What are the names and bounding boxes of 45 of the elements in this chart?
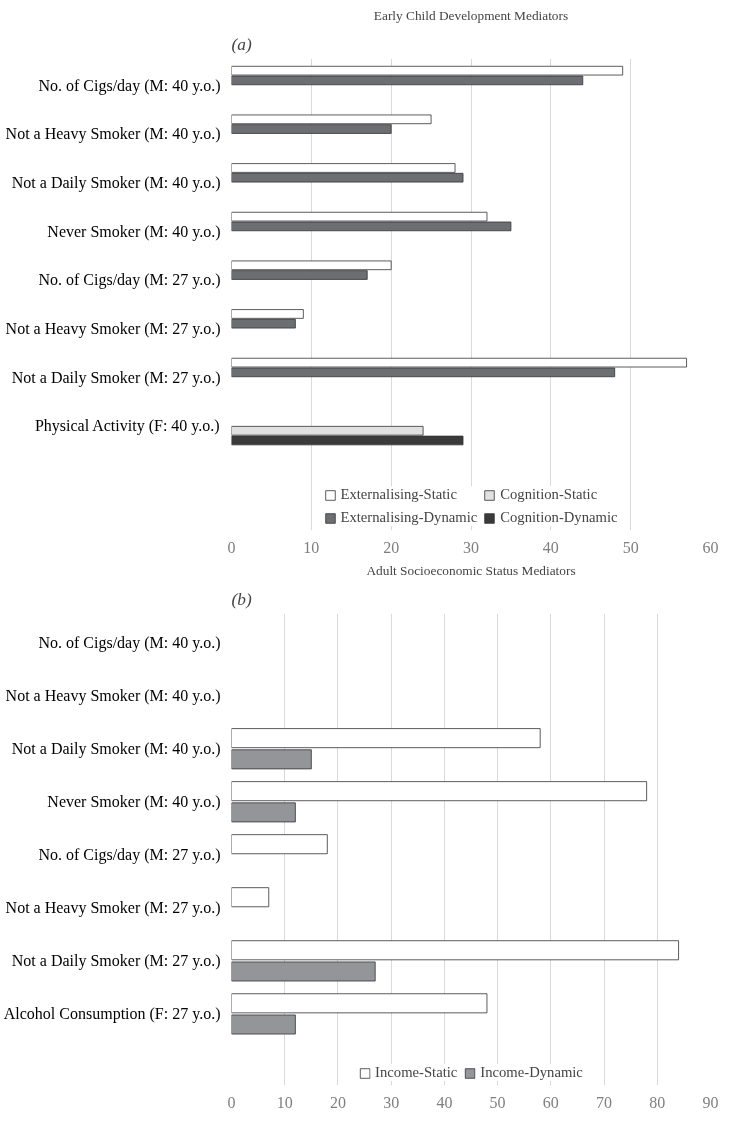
bar	[231, 834, 328, 855]
y-tick-label: Not a Daily Smoker (M: 40 y.o.)	[11, 174, 221, 193]
y-tick-label: Never Smoker (M: 40 y.o.)	[47, 793, 221, 812]
y-tick-label: No. of Cigs/day (M: 27 y.o.)	[38, 846, 221, 865]
y-tick-label: No. of Cigs/day (M: 40 y.o.)	[38, 76, 221, 95]
x-tick-label: 10	[303, 538, 320, 556]
chart-title: Early Child Development Mediators	[373, 7, 569, 23]
y-tick-label: No. of Cigs/day (M: 27 y.o.)	[38, 271, 221, 290]
x-tick-label: 20	[329, 1093, 346, 1111]
x-tick-label: 20	[383, 538, 400, 556]
legend-label: Externalising-Static	[340, 486, 457, 503]
x-tick-label: 60	[702, 538, 719, 556]
text: (b)	[231, 589, 252, 609]
y-tick-label: Not a Daily Smoker (M: 27 y.o.)	[11, 952, 221, 971]
text: (a)	[231, 34, 252, 54]
x-tick-label: 40	[542, 538, 559, 556]
x-tick-label: 10	[276, 1093, 293, 1111]
x-tick-label: 0	[227, 538, 236, 556]
y-tick-label: Never Smoker (M: 40 y.o.)	[47, 222, 221, 241]
x-tick-label: 90	[702, 1093, 719, 1111]
x-tick-label: 60	[542, 1093, 559, 1111]
y-tick-label: No. of Cigs/day (M: 40 y.o.)	[38, 634, 221, 653]
x-tick-label: 30	[463, 538, 479, 556]
y-tick-label: Alcohol Consumption (F: 27 y.o.)	[3, 1005, 221, 1024]
x-tick-label: 40	[436, 1093, 453, 1111]
legend-label: Externalising-Dynamic	[340, 509, 478, 526]
y-tick-label: Not a Heavy Smoker (M: 40 y.o.)	[5, 125, 221, 144]
x-tick-label: 50	[622, 538, 639, 556]
x-tick-label: 0	[227, 1093, 236, 1111]
x-tick-label: 30	[383, 1093, 400, 1111]
y-tick-label: Physical Activity (F: 40 y.o.)	[34, 417, 220, 436]
y-tick-label: Not a Heavy Smoker (M: 27 y.o.)	[5, 320, 221, 339]
x-tick-label: 80	[649, 1093, 666, 1111]
bar	[231, 887, 270, 908]
x-tick-label: 50	[489, 1093, 506, 1111]
legend-label: Income-Static	[375, 1064, 458, 1081]
chart-title: Adult Socioeconomic Status Mediators	[366, 562, 576, 578]
y-tick-label: Not a Heavy Smoker (M: 40 y.o.)	[5, 687, 221, 706]
legend-label: Income-Dynamic	[480, 1064, 583, 1081]
x-tick-label: 70	[596, 1093, 613, 1111]
y-tick-label: Not a Daily Smoker (M: 40 y.o.)	[11, 740, 221, 759]
legend-label: Cognition-Dynamic	[500, 509, 618, 526]
legend-label: Cognition-Static	[500, 486, 598, 503]
y-tick-label: Not a Daily Smoker (M: 27 y.o.)	[11, 368, 221, 387]
y-tick-label: Not a Heavy Smoker (M: 27 y.o.)	[5, 899, 221, 918]
